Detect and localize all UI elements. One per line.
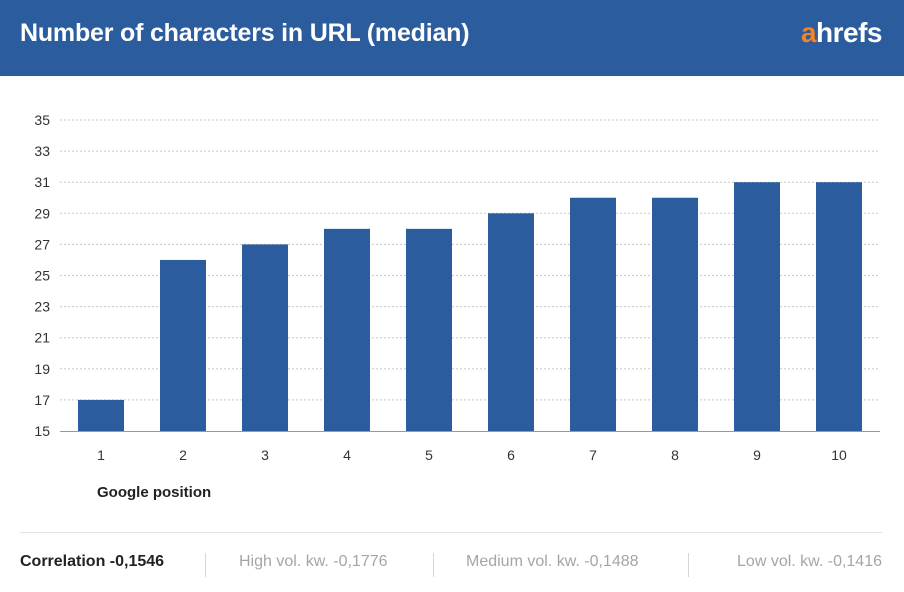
y-tick-label: 25 (34, 268, 50, 284)
correlation-overall: Correlation -0,1546 (20, 553, 165, 570)
stat-separator (205, 553, 206, 577)
y-tick-label: 35 (34, 112, 50, 128)
y-axis-ticks: 35 33 31 29 27 25 23 21 19 17 15 (34, 112, 50, 439)
x-tick-label: 7 (589, 447, 597, 463)
bar-position-1 (78, 399, 124, 431)
logo-wordmark: hrefs (816, 17, 882, 48)
y-tick-label: 27 (34, 236, 50, 252)
bar-position-9 (734, 182, 780, 431)
x-axis-ticks: 1 2 3 4 5 6 7 8 9 10 (97, 447, 847, 463)
chart-header: Number of characters in URL (median) ahr… (0, 0, 904, 76)
bars (78, 182, 862, 431)
bar-position-6 (488, 213, 534, 431)
correlation-high-volume: High vol. kw. -0,1776 (239, 553, 388, 570)
y-tick-label: 19 (34, 361, 50, 377)
bar-position-5 (406, 228, 452, 431)
x-tick-label: 10 (831, 447, 847, 463)
bar-position-4 (324, 228, 370, 431)
x-tick-label: 5 (425, 447, 433, 463)
footer-divider (20, 532, 882, 533)
bar-position-7 (570, 197, 616, 431)
x-tick-label: 8 (671, 447, 679, 463)
y-tick-label: 29 (34, 205, 50, 221)
y-tick-label: 15 (34, 423, 50, 439)
x-tick-label: 3 (261, 447, 269, 463)
x-tick-label: 4 (343, 447, 351, 463)
y-tick-label: 33 (34, 143, 50, 159)
bar-position-8 (652, 197, 698, 431)
logo-accent-letter: a (800, 17, 817, 48)
y-tick-label: 23 (34, 299, 50, 315)
y-tick-label: 31 (34, 174, 50, 190)
correlation-stats: Correlation -0,1546 High vol. kw. -0,177… (0, 553, 904, 577)
correlation-medium-volume: Medium vol. kw. -0,1488 (466, 553, 639, 570)
ahrefs-logo: ahrefs (800, 17, 883, 49)
bar-position-3 (242, 244, 288, 431)
x-tick-label: 6 (507, 447, 515, 463)
x-tick-label: 9 (753, 447, 761, 463)
bar-position-2 (160, 259, 206, 431)
stat-separator (688, 553, 689, 577)
stat-separator (433, 553, 434, 577)
chart-title: Number of characters in URL (median) (20, 19, 470, 47)
x-tick-label: 1 (97, 447, 105, 463)
y-tick-label: 17 (34, 392, 50, 408)
correlation-low-volume: Low vol. kw. -0,1416 (737, 553, 882, 570)
x-axis-label: Google position (97, 484, 211, 501)
x-tick-label: 2 (179, 447, 187, 463)
y-tick-label: 21 (34, 330, 50, 346)
bar-position-10 (816, 182, 862, 431)
